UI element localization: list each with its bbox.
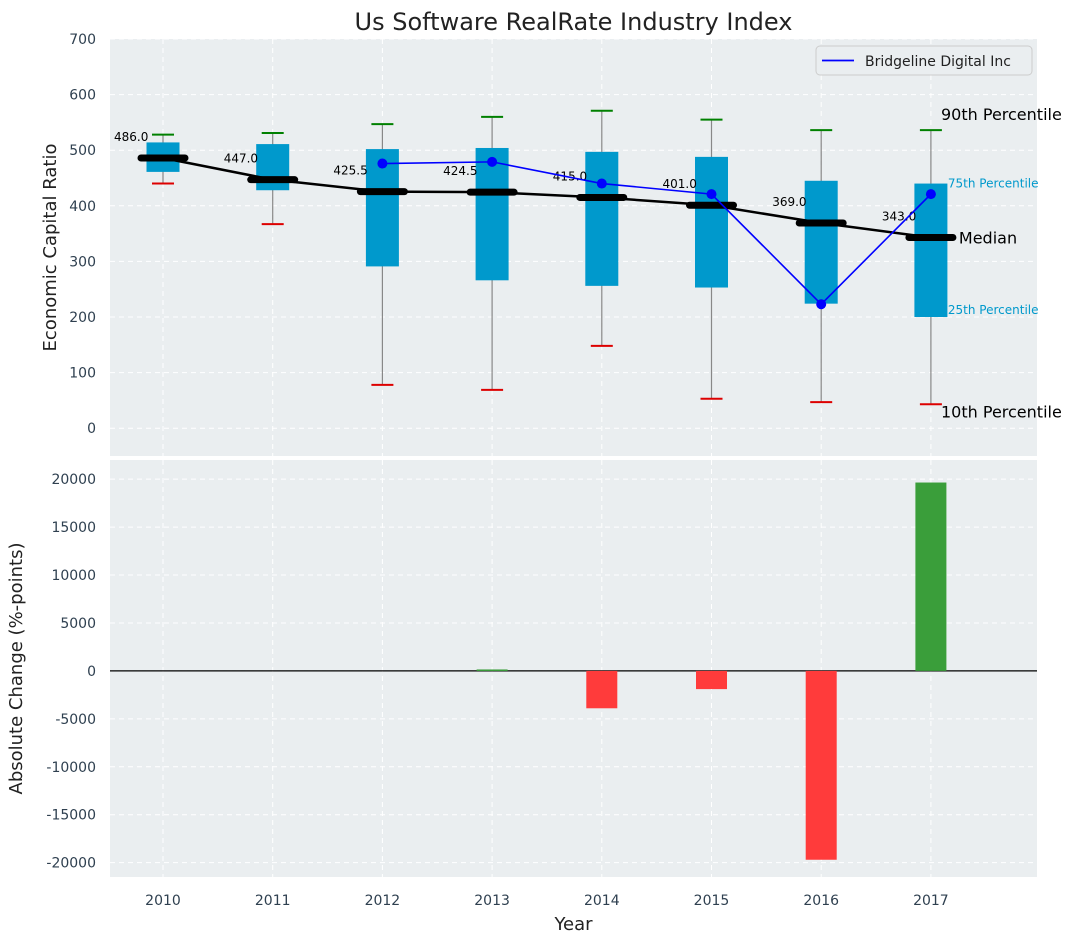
x-tick-label: 2017 xyxy=(913,893,949,909)
top-y-tick-label: 100 xyxy=(69,366,96,382)
median-value-label: 369.0 xyxy=(772,195,806,209)
top-y-tick-label: 700 xyxy=(69,32,96,48)
top-y-tick-label: 200 xyxy=(69,310,96,326)
bottom-y-tick-label: 15000 xyxy=(51,520,96,536)
median-value-label: 424.5 xyxy=(443,164,477,178)
legend-label: Bridgeline Digital Inc xyxy=(865,54,1011,70)
top-y-tick-label: 300 xyxy=(69,254,96,270)
top-y-axis-label: Economic Capital Ratio xyxy=(40,144,61,352)
top-y-tick-label: 0 xyxy=(87,421,96,437)
legend-box xyxy=(815,45,1033,76)
annotation-p25: 25th Percentile xyxy=(948,303,1039,317)
change-bar xyxy=(476,669,508,671)
iqr-box xyxy=(804,180,838,304)
company-series-point xyxy=(377,158,388,169)
top-y-tick-label: 400 xyxy=(69,199,96,215)
company-series-point xyxy=(596,178,607,189)
iqr-box xyxy=(475,147,509,281)
bottom-y-tick-label: 10000 xyxy=(51,568,96,584)
x-tick-label: 2010 xyxy=(145,893,181,909)
company-series-point xyxy=(816,299,827,310)
iqr-box xyxy=(585,151,619,286)
x-tick-label: 2013 xyxy=(474,893,510,909)
median-value-label: 447.0 xyxy=(224,152,258,166)
company-series-point xyxy=(487,156,498,167)
bottom-y-tick-label: -20000 xyxy=(46,856,96,872)
median-value-label: 425.5 xyxy=(333,164,367,178)
company-series-line xyxy=(382,161,932,306)
top-plot-area xyxy=(110,39,1037,456)
bottom-y-tick-label: 20000 xyxy=(51,472,96,488)
median-value-label: 486.0 xyxy=(114,130,148,144)
top-y-tick-label: 500 xyxy=(69,143,96,159)
x-tick-label: 2011 xyxy=(255,893,291,909)
change-bar xyxy=(805,670,837,860)
top-y-tick-label: 600 xyxy=(69,88,96,104)
median-value-label: 401.0 xyxy=(663,177,697,191)
annotation-p90: 90th Percentile xyxy=(941,105,1062,124)
bottom-y-tick-label: 5000 xyxy=(60,616,96,632)
bottom-plot-area xyxy=(110,460,1037,877)
iqr-box xyxy=(365,149,399,267)
x-tick-label: 2015 xyxy=(694,893,730,909)
iqr-box xyxy=(695,156,728,288)
bottom-y-tick-label: 0 xyxy=(87,664,96,680)
chart-title: Us Software RealRate Industry Index xyxy=(355,8,793,36)
bottom-y-tick-label: -15000 xyxy=(46,808,96,824)
company-series-point xyxy=(925,189,936,200)
change-bar xyxy=(696,670,727,690)
change-bar xyxy=(915,482,947,671)
median-value-label: 343.0 xyxy=(882,209,916,223)
company-series-point xyxy=(706,189,717,200)
x-axis-label: Year xyxy=(553,914,593,935)
iqr-box xyxy=(914,183,948,317)
x-tick-label: 2016 xyxy=(803,893,839,909)
iqr-box xyxy=(256,144,290,191)
bottom-y-tick-label: -5000 xyxy=(55,712,96,728)
x-tick-label: 2014 xyxy=(584,893,620,909)
bottom-y-axis-label: Absolute Change (%-points) xyxy=(6,543,27,795)
annotation-p10: 10th Percentile xyxy=(941,402,1062,421)
bottom-y-tick-label: -10000 xyxy=(46,760,96,776)
x-tick-label: 2012 xyxy=(365,893,401,909)
annotation-p75: 75th Percentile xyxy=(948,177,1039,191)
annotation-median: Median xyxy=(959,228,1017,247)
change-bar xyxy=(586,670,618,709)
